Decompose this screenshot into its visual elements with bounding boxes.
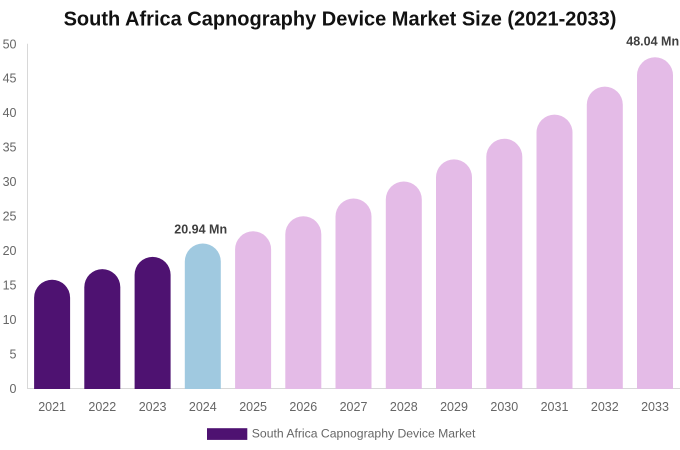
svg-text:45: 45 — [3, 72, 17, 86]
svg-text:48.04 Mn: 48.04 Mn — [626, 35, 679, 49]
svg-text:2033: 2033 — [641, 400, 669, 414]
svg-text:2023: 2023 — [139, 400, 167, 414]
svg-text:5: 5 — [10, 347, 17, 361]
svg-text:2032: 2032 — [591, 400, 619, 414]
svg-text:30: 30 — [3, 175, 17, 189]
svg-text:South Africa Capnography Devic: South Africa Capnography Device Market S… — [64, 9, 617, 31]
svg-text:2027: 2027 — [340, 400, 368, 414]
svg-text:50: 50 — [3, 37, 17, 51]
svg-text:2024: 2024 — [189, 400, 217, 414]
svg-text:2028: 2028 — [390, 400, 418, 414]
svg-text:35: 35 — [3, 141, 17, 155]
svg-text:0: 0 — [10, 382, 17, 396]
svg-text:South Africa Capnography Devic: South Africa Capnography Device Market — [252, 426, 476, 440]
svg-text:20: 20 — [3, 244, 17, 258]
svg-text:2030: 2030 — [490, 400, 518, 414]
svg-text:2031: 2031 — [541, 400, 569, 414]
svg-text:40: 40 — [3, 106, 17, 120]
svg-text:2022: 2022 — [88, 400, 116, 414]
svg-text:25: 25 — [3, 210, 17, 224]
svg-text:2026: 2026 — [289, 400, 317, 414]
svg-text:20.94 Mn: 20.94 Mn — [174, 223, 227, 237]
svg-text:2025: 2025 — [239, 400, 267, 414]
svg-text:15: 15 — [3, 278, 17, 292]
svg-text:2029: 2029 — [440, 400, 468, 414]
svg-text:10: 10 — [3, 313, 17, 327]
svg-text:2021: 2021 — [38, 400, 66, 414]
